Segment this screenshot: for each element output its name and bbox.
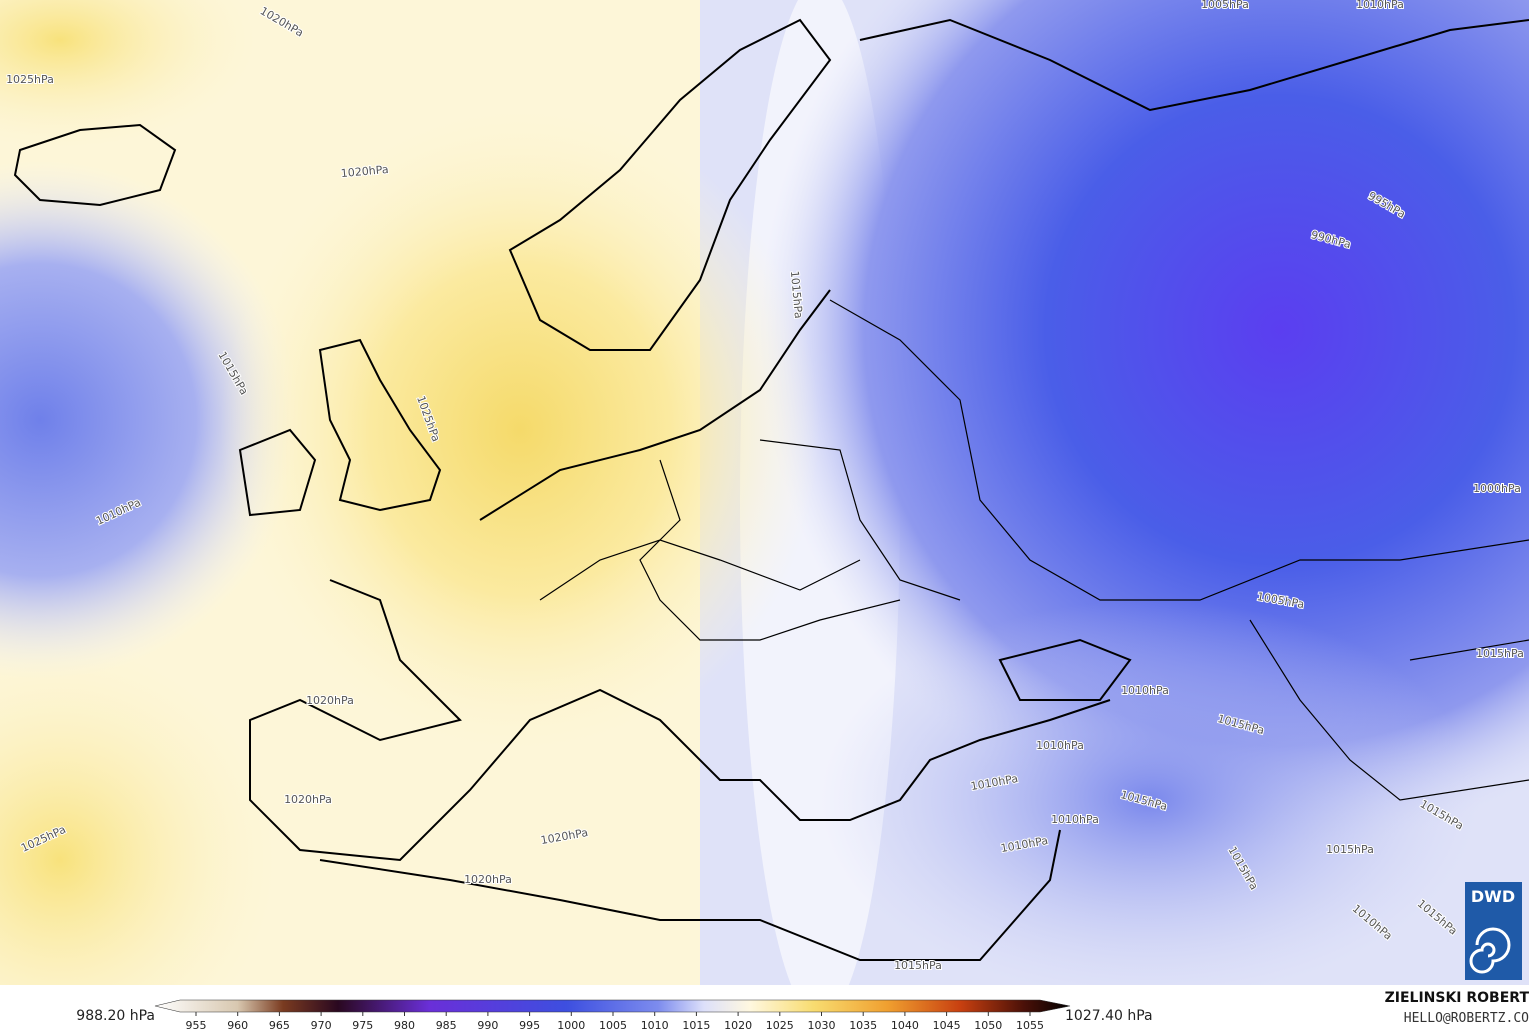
tick-label: 1045 bbox=[933, 1019, 961, 1032]
author: ZIELINSKI ROBERT bbox=[1385, 990, 1529, 1006]
tick-label: 1050 bbox=[974, 1019, 1002, 1032]
tick-label: 1005 bbox=[599, 1019, 627, 1032]
tick-label: 1035 bbox=[849, 1019, 877, 1032]
isobar-label: 1010hPa bbox=[1356, 0, 1404, 11]
tick-label: 1000 bbox=[557, 1019, 585, 1032]
isobar-label: 1015hPa bbox=[788, 270, 805, 319]
isobar-label: 1025hPa bbox=[6, 73, 54, 86]
isobar-label: 1005hPa bbox=[1201, 0, 1249, 11]
borders bbox=[539, 299, 1529, 801]
tick-label: 975 bbox=[352, 1019, 373, 1032]
isobar-label: 1020hPa bbox=[306, 694, 354, 707]
tick-label: 980 bbox=[394, 1019, 415, 1032]
tick-label: 965 bbox=[269, 1019, 290, 1032]
isobar-label: 1020hPa bbox=[340, 163, 389, 180]
tick-label: 1040 bbox=[891, 1019, 919, 1032]
isobar-label: 1010hPa bbox=[1036, 739, 1084, 752]
logo-spiral bbox=[1469, 927, 1511, 974]
tick-label: 1030 bbox=[808, 1019, 836, 1032]
isobar-label: 1010hPa bbox=[1051, 813, 1099, 826]
tick-label: 970 bbox=[311, 1019, 332, 1032]
tick-label: 1020 bbox=[724, 1019, 752, 1032]
isobar-label: 1015hPa bbox=[894, 959, 942, 972]
tick-label: 1015 bbox=[682, 1019, 710, 1032]
tick-label: 960 bbox=[227, 1019, 248, 1032]
colorbar-min: 988.20 hPa bbox=[76, 1008, 155, 1024]
email: HELLO@ROBERTZ.CO bbox=[1404, 1011, 1529, 1026]
isobar-label: 1000hPa bbox=[1473, 482, 1521, 495]
isobar-label: 1015hPa bbox=[1476, 647, 1524, 660]
colorbar-ticks: 955 960 965 970 975 980 985 990 995 1000 1005 1010 1… bbox=[186, 1012, 1044, 1032]
logo: DWD bbox=[1465, 882, 1522, 980]
isobar-label: 1015hPa bbox=[1326, 843, 1374, 856]
logo-text: DWD bbox=[1471, 887, 1515, 906]
isobar-label: 1010hPa bbox=[1121, 684, 1169, 697]
tick-label: 1010 bbox=[641, 1019, 669, 1032]
coastlines bbox=[13, 18, 1529, 961]
tick-label: 995 bbox=[519, 1019, 540, 1032]
tick-label: 985 bbox=[436, 1019, 457, 1032]
tick-label: 1025 bbox=[766, 1019, 794, 1032]
tick-label: 990 bbox=[477, 1019, 498, 1032]
isobar-label: 1020hPa bbox=[464, 873, 512, 886]
colorbar bbox=[154, 999, 1071, 1013]
colorbar-max: 1027.40 hPa bbox=[1065, 1008, 1153, 1024]
isobar-label: 1020hPa bbox=[284, 793, 332, 806]
tick-label: 1055 bbox=[1016, 1019, 1044, 1032]
tick-label: 955 bbox=[186, 1019, 207, 1032]
